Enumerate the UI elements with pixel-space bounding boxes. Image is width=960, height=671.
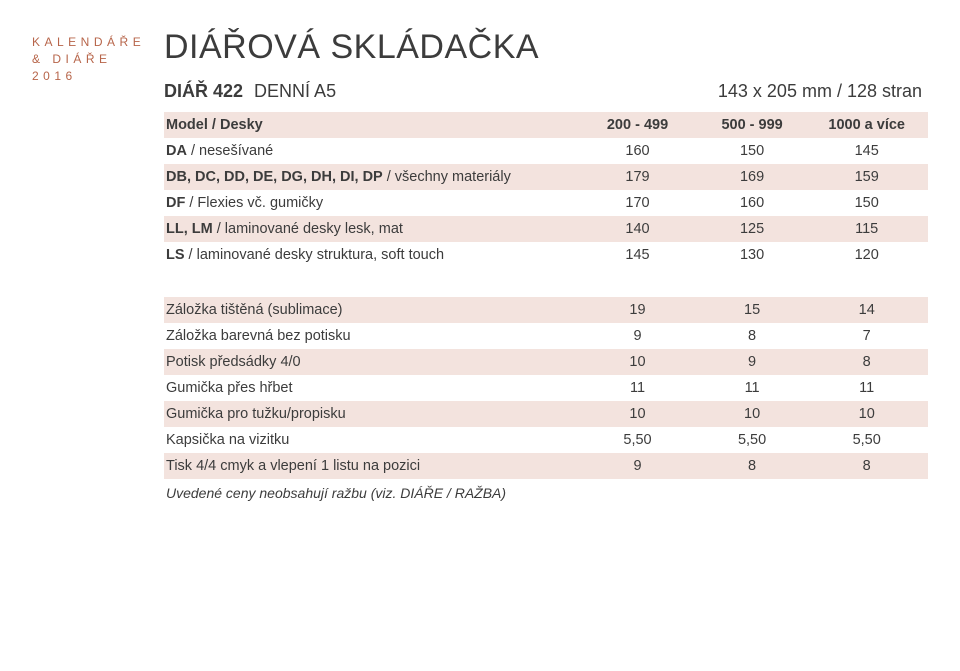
row-value: 179 <box>584 164 699 190</box>
row-value: 8 <box>813 349 928 375</box>
row-value: 19 <box>584 297 699 323</box>
product-name: DENNÍ A5 <box>254 81 336 101</box>
row-value: 15 <box>699 297 814 323</box>
sidebar: KALENDÁŘE & DIÁŘE 2016 <box>32 28 164 501</box>
row-value: 14 <box>813 297 928 323</box>
row-value: 10 <box>584 401 699 427</box>
row-label: LL, LM / laminované desky lesk, mat <box>164 216 584 242</box>
footnote: Uvedené ceny neobsahují ražbu (viz. DIÁŘ… <box>164 485 928 501</box>
row-value: 160 <box>584 138 699 164</box>
row-label: DA / nesešívané <box>164 138 584 164</box>
table-row: Záložka tištěná (sublimace)191514 <box>164 297 928 323</box>
row-label: DF / Flexies vč. gumičky <box>164 190 584 216</box>
row-value: 120 <box>813 242 928 268</box>
table-row: DF / Flexies vč. gumičky170160150 <box>164 190 928 216</box>
row-label: Gumička pro tužku/propisku <box>164 401 584 427</box>
subtitle-row: DIÁŘ 422 DENNÍ A5 143 x 205 mm / 128 str… <box>164 81 928 102</box>
row-value: 5,50 <box>813 427 928 453</box>
table-row: Gumička pro tužku/propisku101010 <box>164 401 928 427</box>
table-gap <box>164 268 928 297</box>
product-code: DIÁŘ 422 <box>164 81 243 101</box>
row-value: 150 <box>813 190 928 216</box>
row-value: 11 <box>699 375 814 401</box>
row-value: 9 <box>699 349 814 375</box>
table-row: Potisk předsádky 4/01098 <box>164 349 928 375</box>
row-value: 10 <box>699 401 814 427</box>
row-value: 8 <box>699 323 814 349</box>
row-value: 7 <box>813 323 928 349</box>
row-label: Kapsička na vizitku <box>164 427 584 453</box>
row-value: 5,50 <box>584 427 699 453</box>
page-title: DIÁŘOVÁ SKLÁDAČKA <box>164 28 928 67</box>
row-value: 150 <box>699 138 814 164</box>
product-dimensions: 143 x 205 mm / 128 stran <box>718 81 922 102</box>
table-row: DA / nesešívané160150145 <box>164 138 928 164</box>
row-value: 11 <box>813 375 928 401</box>
table-row: LS / laminované desky struktura, soft to… <box>164 242 928 268</box>
pricing-table: Model / Desky200 - 499500 - 9991000 a ví… <box>164 112 928 479</box>
row-value: 130 <box>699 242 814 268</box>
row-label: LS / laminované desky struktura, soft to… <box>164 242 584 268</box>
sidebar-line: 2016 <box>32 68 164 85</box>
header-col: 200 - 499 <box>584 112 699 138</box>
table-row: Gumička přes hřbet111111 <box>164 375 928 401</box>
header-col: 500 - 999 <box>699 112 814 138</box>
row-value: 5,50 <box>699 427 814 453</box>
table-row: DB, DC, DD, DE, DG, DH, DI, DP / všechny… <box>164 164 928 190</box>
table-row: Kapsička na vizitku5,505,505,50 <box>164 427 928 453</box>
table-row: Záložka barevná bez potisku987 <box>164 323 928 349</box>
row-value: 9 <box>584 323 699 349</box>
gap-cell <box>164 268 928 297</box>
row-label: Potisk předsádky 4/0 <box>164 349 584 375</box>
header-col: 1000 a více <box>813 112 928 138</box>
row-label: DB, DC, DD, DE, DG, DH, DI, DP / všechny… <box>164 164 584 190</box>
table-row: Tisk 4/4 cmyk a vlepení 1 listu na pozic… <box>164 453 928 479</box>
row-label: Gumička přes hřbet <box>164 375 584 401</box>
row-value: 9 <box>584 453 699 479</box>
row-label: Záložka tištěná (sublimace) <box>164 297 584 323</box>
table-header-row: Model / Desky200 - 499500 - 9991000 a ví… <box>164 112 928 138</box>
row-value: 8 <box>699 453 814 479</box>
main-content: DIÁŘOVÁ SKLÁDAČKA DIÁŘ 422 DENNÍ A5 143 … <box>164 28 928 501</box>
row-value: 11 <box>584 375 699 401</box>
row-value: 10 <box>813 401 928 427</box>
row-value: 8 <box>813 453 928 479</box>
row-value: 159 <box>813 164 928 190</box>
header-label: Model / Desky <box>164 112 584 138</box>
row-label: Tisk 4/4 cmyk a vlepení 1 listu na pozic… <box>164 453 584 479</box>
sidebar-line: KALENDÁŘE <box>32 34 164 51</box>
table-row: LL, LM / laminované desky lesk, mat14012… <box>164 216 928 242</box>
row-value: 145 <box>584 242 699 268</box>
row-value: 10 <box>584 349 699 375</box>
row-value: 115 <box>813 216 928 242</box>
row-value: 170 <box>584 190 699 216</box>
row-label: Záložka barevná bez potisku <box>164 323 584 349</box>
row-value: 125 <box>699 216 814 242</box>
row-value: 145 <box>813 138 928 164</box>
row-value: 160 <box>699 190 814 216</box>
subtitle-left: DIÁŘ 422 DENNÍ A5 <box>164 81 336 102</box>
row-value: 140 <box>584 216 699 242</box>
sidebar-line: & DIÁŘE <box>32 51 164 68</box>
row-value: 169 <box>699 164 814 190</box>
